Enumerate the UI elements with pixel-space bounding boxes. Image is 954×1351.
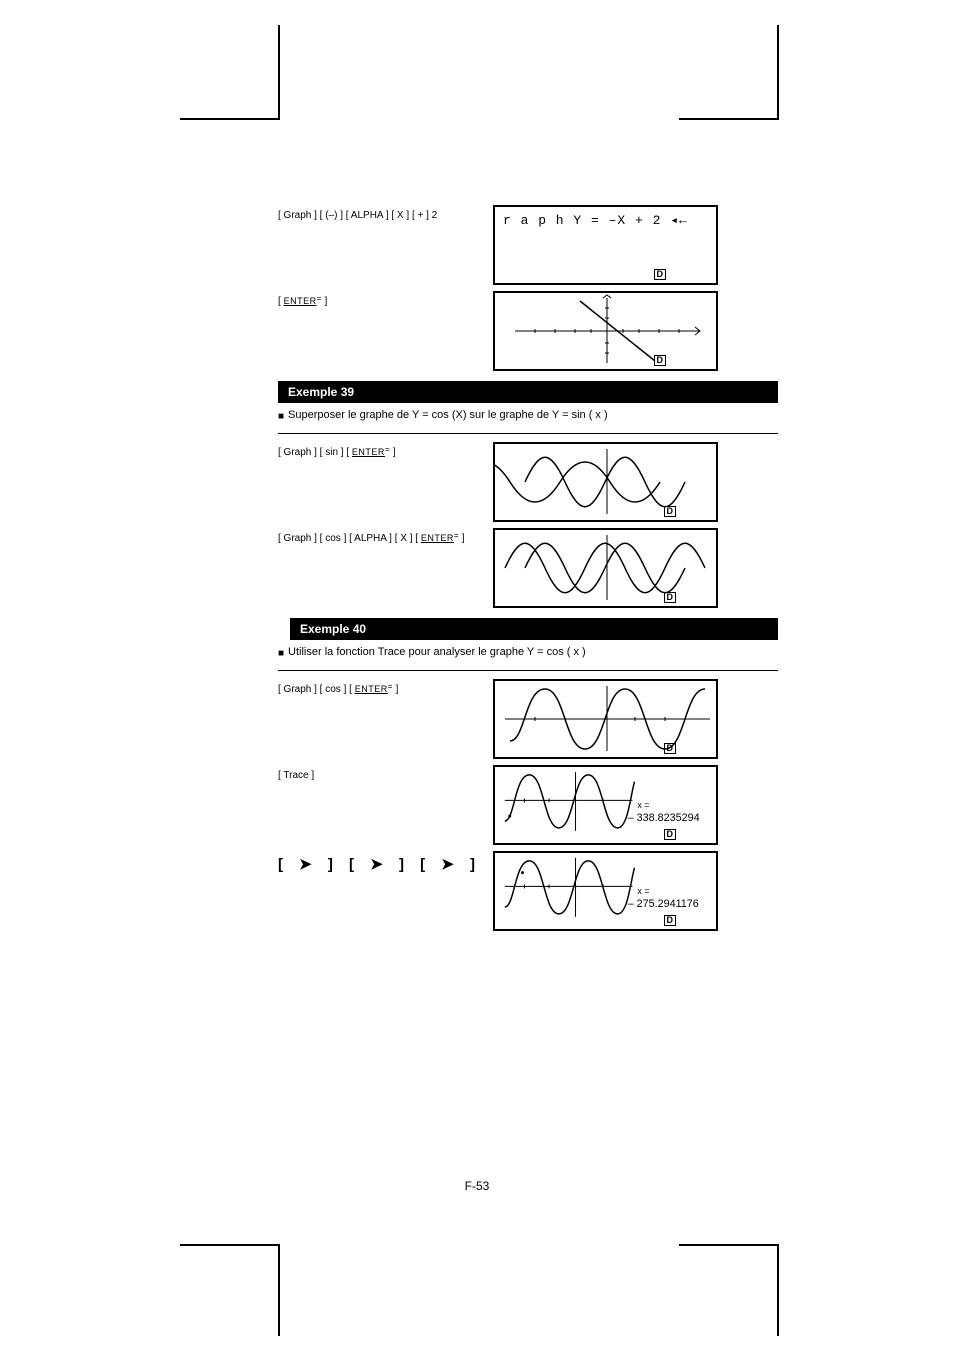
step-row: [ Graph ] [ cos ] [ ALPHA ] [ X ] [ ENTE… bbox=[278, 528, 778, 608]
example-header: Exemple 39 bbox=[278, 381, 778, 403]
step-row: [ ENTER= ] D bbox=[278, 291, 778, 371]
calculator-screen: D bbox=[493, 442, 718, 522]
mode-indicator: D bbox=[654, 355, 667, 366]
crop-mark bbox=[777, 25, 779, 120]
step-row: [ Graph ] [ (–) ] [ ALPHA ] [ X ] [ + ] … bbox=[278, 205, 778, 285]
page-number: F-53 bbox=[0, 1179, 954, 1193]
calculator-screen: r a p h Y = –X + 2 ◂← D bbox=[493, 205, 718, 285]
key-sequence: [ Graph ] [ (–) ] [ ALPHA ] [ X ] [ + ] … bbox=[278, 205, 493, 223]
step-row: [ Trace ] x = – 338.8235294 D bbox=[278, 765, 778, 845]
key-sequence: [ Graph ] [ cos ] [ ENTER= ] bbox=[278, 679, 493, 697]
readout-label: x = bbox=[637, 886, 649, 896]
page-content: [ Graph ] [ (–) ] [ ALPHA ] [ X ] [ + ] … bbox=[278, 205, 778, 937]
graph-line bbox=[495, 293, 720, 369]
calculator-screen: D bbox=[493, 291, 718, 371]
step-row: [ Graph ] [ sin ] [ ENTER= ] D bbox=[278, 442, 778, 522]
mode-indicator: D bbox=[664, 915, 677, 926]
step-row: [ ➤ ] [ ➤ ] [ ➤ ] x = – 275.2941176 D bbox=[278, 851, 778, 931]
crop-mark bbox=[278, 25, 280, 120]
crop-mark bbox=[180, 1244, 280, 1246]
key-sequence: [ Trace ] bbox=[278, 765, 493, 783]
divider bbox=[278, 670, 778, 671]
graph-cos-trace: x = – 338.8235294 bbox=[495, 767, 716, 846]
graph-sine bbox=[495, 444, 720, 520]
readout-value: – 338.8235294 bbox=[628, 812, 700, 824]
bracket: ] bbox=[322, 296, 328, 307]
crop-mark bbox=[278, 1244, 280, 1336]
enter-key-label: ENTER= bbox=[355, 684, 393, 694]
mode-indicator: D bbox=[654, 269, 667, 280]
key-sequence: [ Graph ] [ cos ] [ ALPHA ] [ X ] [ ENTE… bbox=[278, 528, 493, 546]
example-description: ■ Utiliser la fonction Trace pour analys… bbox=[278, 646, 778, 662]
bullet-icon: ■ bbox=[278, 646, 284, 662]
crop-mark bbox=[679, 1244, 779, 1246]
key-sequence: [ ENTER= ] bbox=[278, 291, 493, 309]
readout-label: x = bbox=[637, 800, 649, 810]
mode-indicator: D bbox=[664, 592, 677, 603]
crop-mark bbox=[777, 1244, 779, 1336]
key-sequence: [ Graph ] [ sin ] [ ENTER= ] bbox=[278, 442, 493, 460]
enter-key-label: ENTER= bbox=[421, 533, 459, 543]
calculator-screen: x = – 275.2941176 D bbox=[493, 851, 718, 931]
graph-cos bbox=[495, 681, 720, 757]
readout-value: – 275.2941176 bbox=[628, 898, 699, 910]
calculator-screen: x = – 338.8235294 D bbox=[493, 765, 718, 845]
mode-indicator: D bbox=[664, 829, 677, 840]
crop-mark bbox=[180, 118, 280, 120]
example-header: Exemple 40 bbox=[290, 618, 778, 640]
screen-text: r a p h Y = –X + 2 ◂← bbox=[495, 207, 716, 283]
divider bbox=[278, 433, 778, 434]
enter-key-label: ENTER= bbox=[352, 447, 390, 457]
graph-cos-trace: x = – 275.2941176 bbox=[495, 853, 716, 932]
mode-indicator: D bbox=[664, 506, 677, 517]
crop-mark bbox=[679, 118, 779, 120]
example-description: ■ Superposer le graphe de Y = cos (X) su… bbox=[278, 409, 778, 425]
calculator-screen: D bbox=[493, 528, 718, 608]
graph-sin-cos-overlay bbox=[495, 530, 720, 606]
mode-indicator: D bbox=[664, 743, 677, 754]
calculator-screen: D bbox=[493, 679, 718, 759]
key-sequence-arrows: [ ➤ ] [ ➤ ] [ ➤ ] bbox=[278, 851, 493, 875]
bullet-icon: ■ bbox=[278, 409, 284, 425]
enter-key-label: ENTER= bbox=[284, 296, 322, 306]
step-row: [ Graph ] [ cos ] [ ENTER= ] D bbox=[278, 679, 778, 759]
